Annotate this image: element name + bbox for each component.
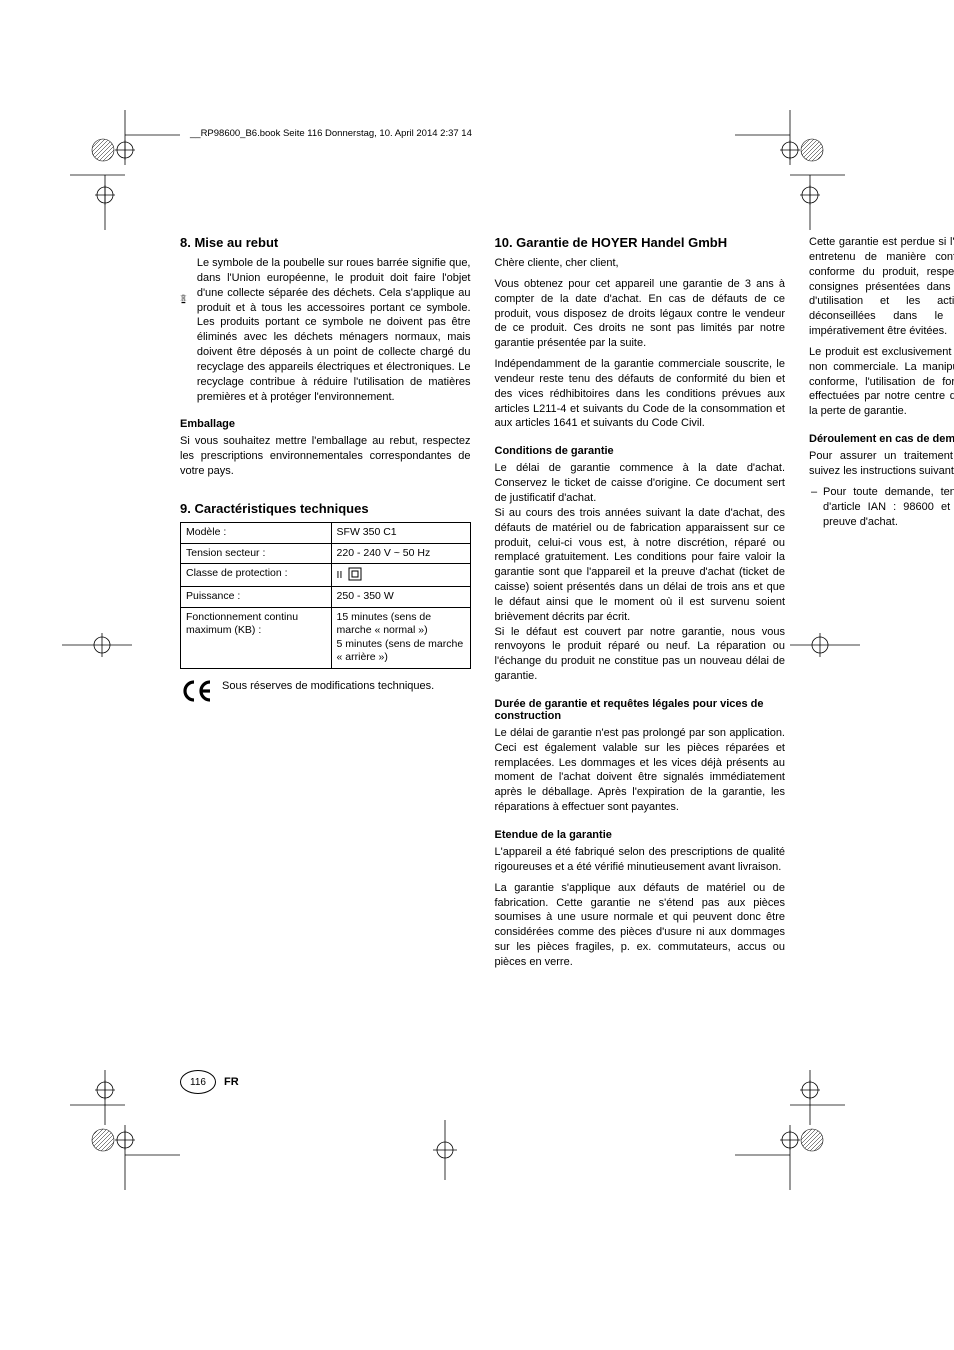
scope-title: Etendue de la garantie bbox=[495, 829, 786, 841]
registration-mark-top-left bbox=[70, 110, 180, 230]
section-disposal-title: 8. Mise au rebut bbox=[180, 235, 471, 250]
page-body: 8. Mise au rebut bbox=[180, 235, 785, 1055]
class2-icon bbox=[348, 567, 362, 581]
weee-icon bbox=[180, 256, 187, 342]
registration-mark-bottom-right bbox=[735, 1070, 845, 1190]
warranty-p: Indépendamment de la garantie commercial… bbox=[495, 357, 786, 431]
scope-text: Le produit est exclusivement conçu pour … bbox=[809, 345, 954, 419]
weee-text: Le symbole de la poubelle sur roues barr… bbox=[197, 256, 471, 404]
conditions-title: Conditions de garantie bbox=[495, 445, 786, 457]
spec-table: Modèle : SFW 350 C1 Tension secteur : 22… bbox=[180, 522, 471, 669]
registration-mark-mid-left bbox=[62, 620, 132, 670]
lang-code: FR bbox=[224, 1076, 239, 1088]
scope-text: L'appareil a été fabriqué selon des pres… bbox=[495, 845, 786, 875]
packaging-text: Si vous souhaitez mettre l'emballage au … bbox=[180, 434, 471, 479]
registration-mark-mid-right bbox=[790, 620, 860, 670]
doc-header-line: __RP98600_B6.book Seite 116 Donnerstag, … bbox=[190, 128, 472, 139]
scope-text: Cette garantie est perdue si l'appareil … bbox=[809, 235, 954, 339]
registration-mark-top-right bbox=[735, 110, 845, 230]
packaging-title: Emballage bbox=[180, 418, 471, 430]
spec-val: 220 - 240 V ~ 50 Hz bbox=[331, 543, 470, 564]
proc-title: Déroulement en cas de demande de garanti… bbox=[809, 433, 954, 445]
ce-text: Sous réserves de modifications technique… bbox=[222, 679, 434, 694]
duration-title: Durée de garantie et requêtes légales po… bbox=[495, 698, 786, 722]
spec-key: Tension secteur : bbox=[181, 543, 332, 564]
page-number-oval: 116 bbox=[180, 1070, 216, 1094]
spec-val: 250 - 350 W bbox=[331, 586, 470, 607]
table-row: Tension secteur : 220 - 240 V ~ 50 Hz bbox=[181, 543, 471, 564]
spec-key: Modèle : bbox=[181, 522, 332, 543]
conditions-text: Le délai de garantie commence à la date … bbox=[495, 461, 786, 684]
duration-text: Le délai de garantie n'est pas prolongé … bbox=[495, 726, 786, 815]
ce-mark-icon bbox=[180, 679, 214, 703]
spec-val: SFW 350 C1 bbox=[331, 522, 470, 543]
page-number: 116 bbox=[190, 1077, 206, 1088]
spec-val: 15 minutes (sens de marche « normal ») 5… bbox=[331, 607, 470, 669]
proc-list: Pour toute demande, tenez à disposition … bbox=[809, 485, 954, 530]
registration-mark-bottom-center bbox=[420, 1120, 470, 1180]
table-row: Fonctionnement continu maximum (KB) : 15… bbox=[181, 607, 471, 669]
spec-val: II bbox=[331, 564, 470, 587]
registration-mark-bottom-left bbox=[70, 1070, 180, 1190]
spec-key: Puissance : bbox=[181, 586, 332, 607]
spec-key: Fonctionnement continu maximum (KB) : bbox=[181, 607, 332, 669]
table-row: Classe de protection : II bbox=[181, 564, 471, 587]
table-row: Modèle : SFW 350 C1 bbox=[181, 522, 471, 543]
list-item: Pour toute demande, tenez à disposition … bbox=[823, 485, 954, 530]
section-specs-title: 9. Caractéristiques techniques bbox=[180, 501, 471, 516]
page-footer: 116 FR bbox=[180, 1070, 239, 1094]
proc-intro: Pour assurer un traitement rapide de vot… bbox=[809, 449, 954, 479]
spec-key: Classe de protection : bbox=[181, 564, 332, 587]
warranty-p: Chère cliente, cher client, bbox=[495, 256, 786, 271]
table-row: Puissance : 250 - 350 W bbox=[181, 586, 471, 607]
warranty-p: Vous obtenez pour cet appareil une garan… bbox=[495, 277, 786, 351]
section-warranty-title: 10. Garantie de HOYER Handel GmbH bbox=[495, 235, 786, 250]
scope-text: La garantie s'applique aux défauts de ma… bbox=[495, 881, 786, 970]
